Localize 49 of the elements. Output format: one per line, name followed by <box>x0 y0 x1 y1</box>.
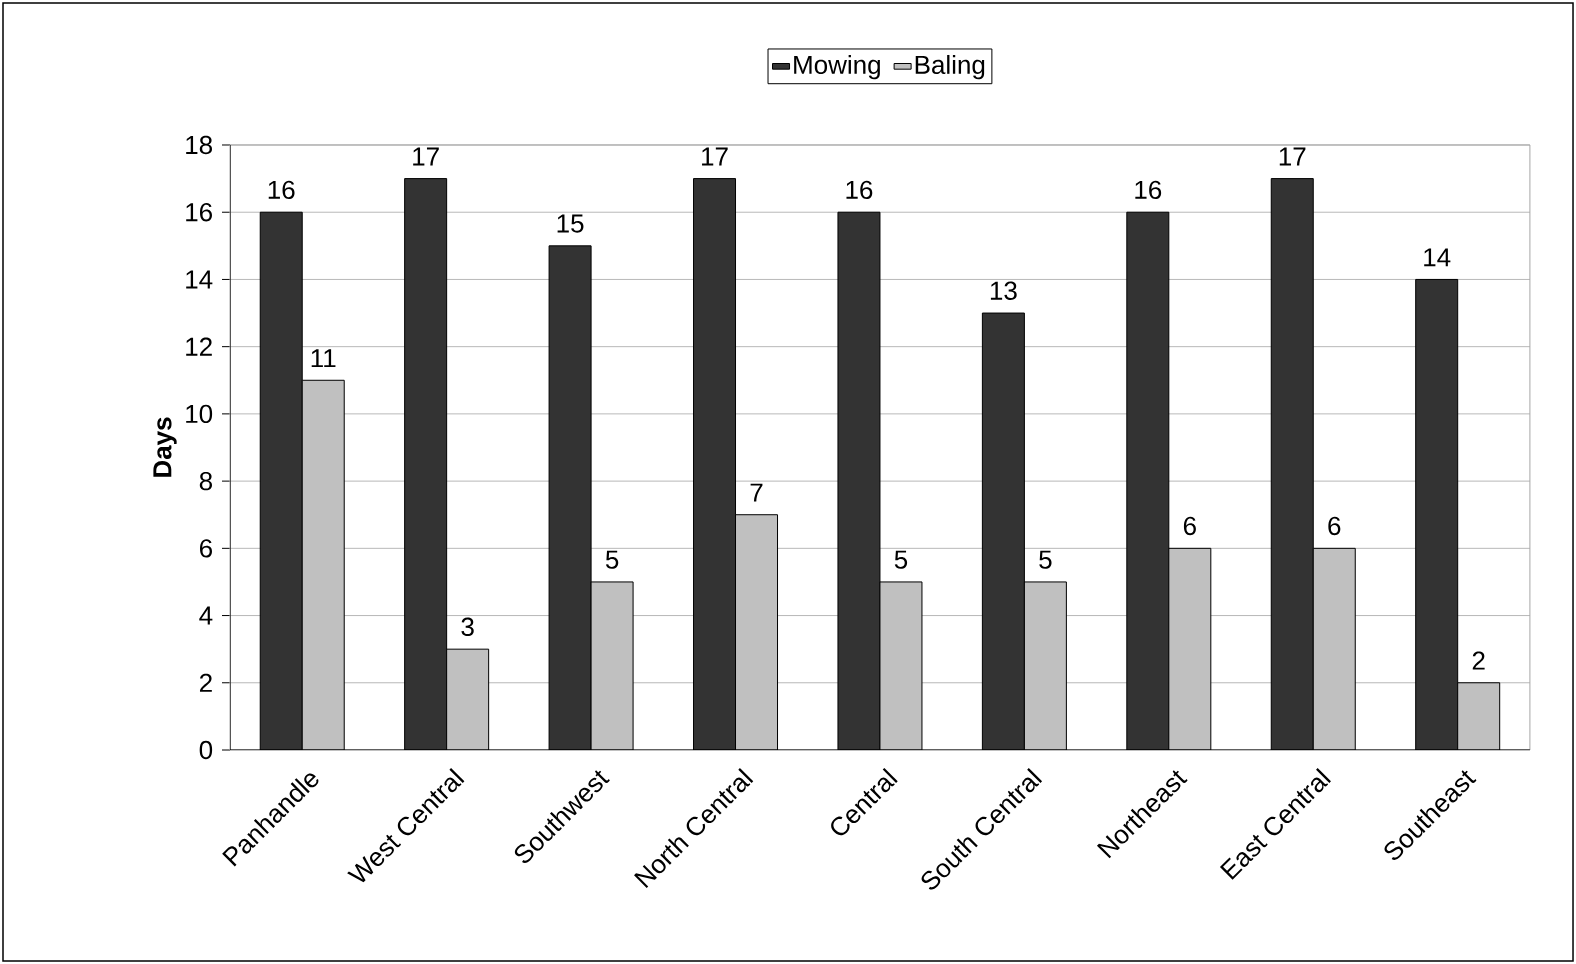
bar <box>837 212 880 750</box>
data-label: 2 <box>1472 651 1485 670</box>
data-label: 5 <box>894 550 908 569</box>
data-label: 17 <box>413 147 439 166</box>
y-tick-label: 18 <box>186 135 212 155</box>
y-tick-label: 2 <box>199 673 212 692</box>
data-label: 13 <box>990 281 1017 300</box>
bar <box>446 649 489 750</box>
bar <box>879 581 922 750</box>
y-tick-label: 14 <box>186 270 213 289</box>
bar <box>1024 581 1067 750</box>
data-label: 16 <box>1135 180 1162 200</box>
y-tick-label: 12 <box>186 337 212 356</box>
y-axis-title: Days <box>153 417 177 477</box>
y-tick-label: 8 <box>199 471 212 491</box>
y-tick-label: 0 <box>199 740 213 760</box>
y-tick-label: 6 <box>200 539 212 558</box>
bar <box>693 178 736 750</box>
data-label: 7 <box>750 483 763 502</box>
data-label: 5 <box>605 550 619 569</box>
data-label: 6 <box>1328 516 1341 536</box>
data-label: 11 <box>311 349 336 368</box>
data-label: 3 <box>461 617 474 636</box>
bar <box>591 581 634 750</box>
data-label: 15 <box>557 214 584 233</box>
data-label: 17 <box>702 147 728 166</box>
bar <box>404 178 447 750</box>
bar <box>982 313 1025 750</box>
y-tick-label: 4 <box>199 606 213 625</box>
y-tick-label: 16 <box>186 203 212 222</box>
legend-label: Mowing <box>794 54 880 80</box>
data-label: 16 <box>846 180 873 200</box>
data-label: 17 <box>1279 147 1306 166</box>
data-label: 5 <box>1039 550 1052 569</box>
bar <box>735 514 778 750</box>
bar <box>1313 548 1356 750</box>
bar <box>1126 212 1169 750</box>
data-label: 6 <box>1183 516 1196 536</box>
bar <box>1271 178 1314 750</box>
bar <box>260 212 303 750</box>
data-label: 14 <box>1424 248 1451 267</box>
data-label: 16 <box>268 180 295 200</box>
bar <box>1457 682 1501 750</box>
y-tick-label: 10 <box>186 404 213 424</box>
bar <box>1168 548 1211 750</box>
bar <box>1415 278 1459 750</box>
bar <box>302 380 345 750</box>
legend-label: Baling <box>915 54 985 80</box>
bar <box>549 245 592 750</box>
